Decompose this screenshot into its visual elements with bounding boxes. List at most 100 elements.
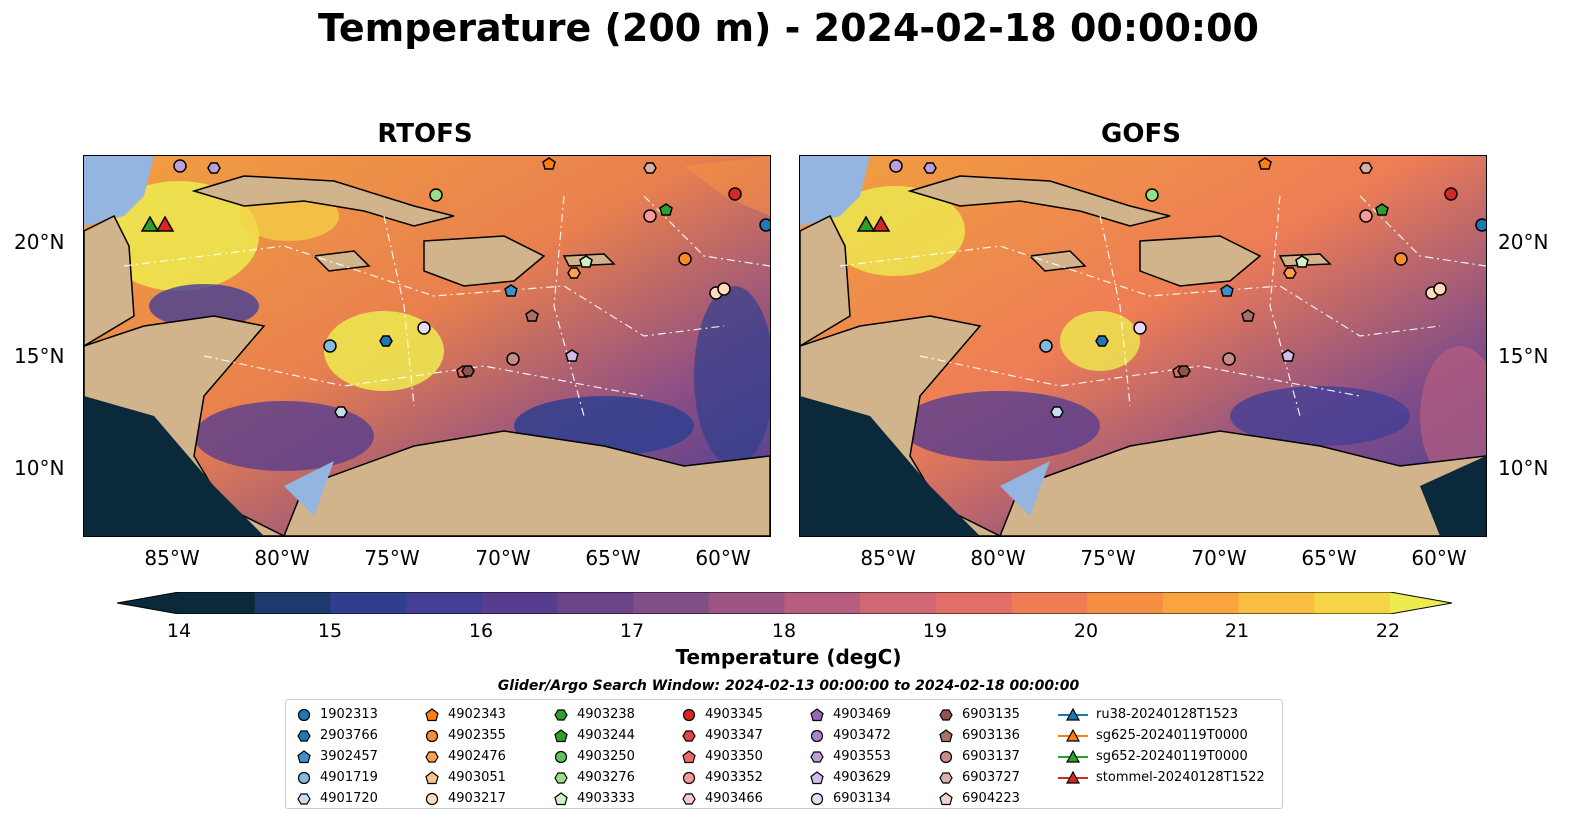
colorbar-extend-high — [1390, 592, 1452, 614]
legend-item: 4903250 — [553, 746, 635, 767]
legend-item: 6903135 — [938, 704, 1020, 725]
legend-label: 4903244 — [577, 728, 635, 743]
gofs-map[interactable] — [799, 155, 1500, 537]
circle-marker-icon — [425, 729, 439, 742]
rtofs-map[interactable] — [83, 155, 774, 537]
colorbar-segment — [708, 592, 785, 614]
x-tick: 60°W — [1411, 546, 1467, 570]
x-tick: 85°W — [144, 546, 200, 570]
pentagon-marker-icon — [810, 707, 824, 721]
hexagon-marker-icon — [554, 771, 568, 784]
pentagon-marker-icon — [939, 728, 953, 742]
legend-label: 6904223 — [962, 791, 1020, 806]
pentagon-marker-icon — [554, 728, 568, 742]
pentagon-marker-icon — [425, 707, 439, 721]
x-tick: 85°W — [860, 546, 916, 570]
hexagon-marker-icon — [297, 792, 311, 805]
colorbar-tick: 20 — [1073, 620, 1099, 642]
x-tick: 70°W — [475, 546, 531, 570]
legend-item: 2903766 — [296, 725, 378, 746]
colorbar — [116, 591, 1453, 615]
legend-label: 6903134 — [833, 791, 891, 806]
legend-item: 4903472 — [809, 725, 891, 746]
legend-item: 4903276 — [553, 767, 635, 788]
colorbar-segment — [1162, 592, 1240, 614]
triangle-line-marker-icon — [1058, 749, 1088, 763]
legend-item: 4903347 — [681, 725, 763, 746]
circle-marker-icon — [682, 771, 696, 784]
x-tick: 75°W — [364, 546, 420, 570]
colorbar-segment — [254, 592, 331, 614]
colorbar-label: Temperature (degC) — [675, 645, 902, 669]
legend-label: 4903238 — [577, 707, 635, 722]
y-tick: 10°N — [14, 456, 65, 480]
legend-label: 4902355 — [448, 728, 506, 743]
legend-column: 4903345 4903347 4903350 4903352 4903466 — [681, 704, 763, 809]
legend-label: 4903051 — [448, 770, 506, 785]
hexagon-marker-icon — [810, 750, 824, 763]
legend-item: 6903137 — [938, 746, 1020, 767]
colorbar-segment — [406, 592, 483, 614]
pentagon-marker-icon — [554, 791, 568, 805]
search-window-text: Glider/Argo Search Window: 2024-02-13 00… — [497, 678, 1080, 694]
legend-label: 4903276 — [577, 770, 635, 785]
legend-label: 3902457 — [320, 749, 378, 764]
panel-title-gofs: GOFS — [1101, 119, 1181, 149]
legend-label: 6903135 — [962, 707, 1020, 722]
legend-item: 4901720 — [296, 788, 378, 809]
legend-label: 4903629 — [833, 770, 891, 785]
legend-item: 4903352 — [681, 767, 763, 788]
colorbar-tick: 16 — [468, 620, 494, 642]
x-tick: 70°W — [1191, 546, 1247, 570]
legend-column: 1902313 2903766 3902457 4901719 4901720 — [296, 704, 378, 809]
legend: 1902313 2903766 3902457 4901719 4901720 49023… — [285, 699, 1283, 809]
colorbar-segment — [1087, 592, 1164, 614]
pentagon-marker-icon — [810, 770, 824, 784]
colorbar-segment — [860, 592, 937, 614]
legend-item: 6903134 — [809, 788, 891, 809]
legend-column: 6903135 6903136 6903137 6903727 6904223 — [938, 704, 1020, 809]
legend-item: 6903136 — [938, 725, 1020, 746]
legend-label: 4903472 — [833, 728, 891, 743]
legend-item: 4903051 — [424, 767, 506, 788]
x-tick: 60°W — [695, 546, 751, 570]
triangle-line-marker-icon — [1058, 770, 1088, 784]
x-tick: 75°W — [1080, 546, 1136, 570]
triangle-line-marker-icon — [1058, 728, 1088, 742]
hexagon-marker-icon — [425, 750, 439, 763]
circle-marker-icon — [425, 792, 439, 805]
legend-item: 4903469 — [809, 704, 891, 725]
legend-label: sg625-20240119T0000 — [1096, 728, 1248, 743]
legend-label: 4903347 — [705, 728, 763, 743]
colorbar-tick: 14 — [166, 620, 192, 642]
x-tick: 80°W — [254, 546, 310, 570]
legend-item: ru38-20240128T1523 — [1058, 704, 1265, 725]
colorbar-tick: 21 — [1224, 620, 1250, 642]
colorbar-tick: 18 — [771, 620, 797, 642]
colorbar-tick: 15 — [317, 620, 343, 642]
legend-column: 4902343 4902355 4902476 4903051 4903217 — [424, 704, 506, 809]
circle-marker-icon — [554, 750, 568, 763]
panel-title-rtofs: RTOFS — [377, 119, 473, 149]
legend-item: 4903345 — [681, 704, 763, 725]
legend-label: 4903469 — [833, 707, 891, 722]
legend-label: 4903217 — [448, 791, 506, 806]
legend-label: 6903136 — [962, 728, 1020, 743]
hexagon-marker-icon — [297, 729, 311, 742]
legend-label: 4902476 — [448, 749, 506, 764]
hexagon-marker-icon — [682, 792, 696, 805]
legend-item: 4901719 — [296, 767, 378, 788]
pentagon-marker-icon — [939, 791, 953, 805]
legend-label: 4903352 — [705, 770, 763, 785]
colorbar-segment — [481, 592, 558, 614]
legend-label: 4903466 — [705, 791, 763, 806]
legend-label: 4901719 — [320, 770, 378, 785]
legend-item: 3902457 — [296, 746, 378, 767]
legend-item: 4902476 — [424, 746, 506, 767]
legend-label: 4903333 — [577, 791, 635, 806]
hexagon-marker-icon — [554, 708, 568, 721]
legend-item: 6904223 — [938, 788, 1020, 809]
legend-item: 4903466 — [681, 788, 763, 809]
y-tick: 20°N — [1498, 230, 1549, 254]
legend-item: sg652-20240119T0000 — [1058, 746, 1265, 767]
